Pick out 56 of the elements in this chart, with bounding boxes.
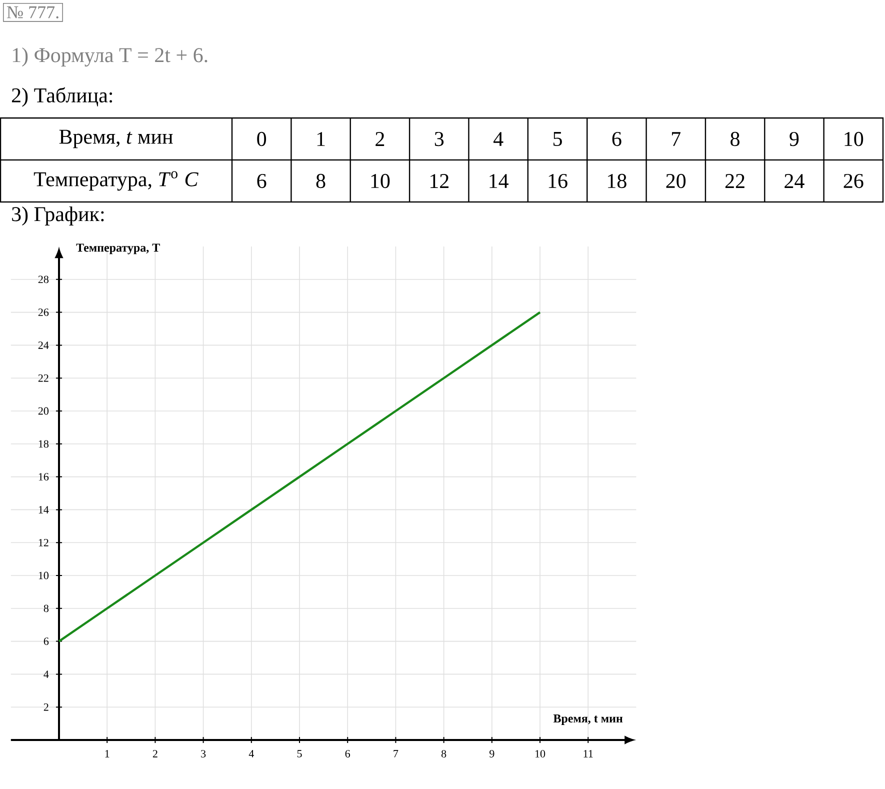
text: Время, t мин [59,130,173,148]
y-tick-label: 18 [38,440,49,448]
y-tick-label: 14 [38,506,49,514]
text: 0 [257,132,266,146]
y-tick-label: 22 [38,374,48,382]
text: 24 [784,174,804,188]
text: 2) Таблица: [12,87,112,107]
text: 6 [257,174,266,188]
x-tick-label: 2 [152,750,158,758]
text: 9 [790,132,799,146]
x-axis-title: Время, t мин [553,714,623,725]
y-tick-label: 28 [38,276,49,284]
y-tick-label: 16 [38,473,49,480]
line-series [58,311,542,642]
text: 1) Формула T = 2t + 6. [12,47,208,67]
y-axis-title: Температура, T [76,244,160,254]
text: 3) График: [12,206,104,226]
y-tick-label: 2 [44,703,48,711]
text: 4 [493,132,504,146]
x-tick-label: 11 [584,750,593,758]
text: 1 [317,132,325,146]
x-tick-label: 3 [201,750,206,758]
x-tick-label: 7 [394,750,398,758]
y-tick-label: 8 [44,604,49,612]
text: 20 [666,174,686,188]
text: 14 [490,174,508,188]
text: 7 [672,132,680,146]
y-tick-label: 4 [44,670,49,678]
text: 16 [548,174,568,188]
y-tick-label: 6 [44,638,49,645]
text: 2 [376,132,384,146]
text: 3 [434,132,444,146]
text: 5 [553,132,562,146]
text: 10 [371,174,390,188]
x-tick-label: 8 [441,750,446,758]
x-tick-label: 4 [248,750,254,758]
text: 18 [608,174,626,188]
text: 10 [844,132,864,146]
y-tick-label: 26 [38,308,49,316]
x-tick-label: 10 [535,750,546,758]
text: 22 [725,174,744,188]
y-tick-label: 10 [38,572,49,580]
text: Температура, T$^{o}$ C [34,171,198,191]
x-tick-label: 6 [345,750,350,758]
x-tick-label: 1 [105,750,110,758]
x-tick-label: 9 [490,750,494,758]
x-tick-label: 5 [297,750,302,758]
y-tick-label: 20 [38,407,49,415]
y-tick-label: 24 [38,342,49,349]
text: 26 [844,174,864,188]
text: 6 [612,132,622,146]
y-tick-label: 12 [38,538,48,546]
text: 8 [730,132,740,146]
chart-title: № 777. [6,6,58,18]
text: 8 [316,174,326,188]
text: 12 [430,174,448,188]
